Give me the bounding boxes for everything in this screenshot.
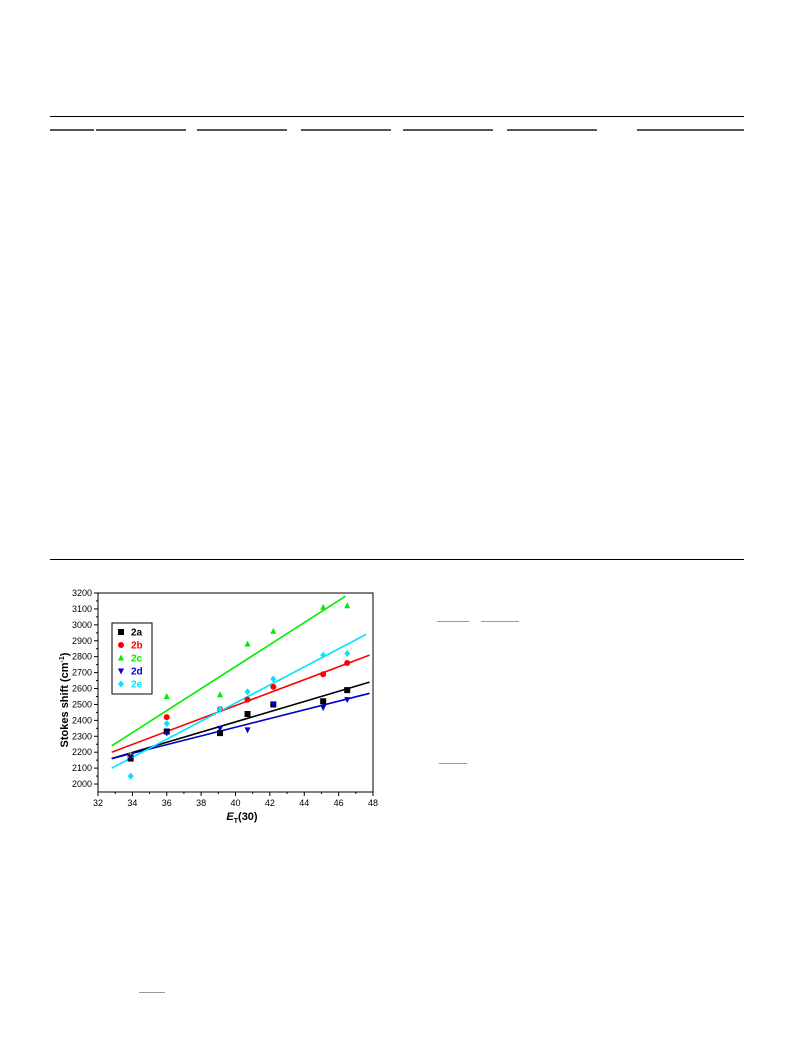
data-point-2a: [344, 687, 351, 694]
stokes-shift-figure: 32 34 36 38 40 42 44 46 48 2000 2100 2200 2300 2400 25…: [55, 585, 385, 830]
data-point-2e: [244, 688, 251, 696]
data-point-2d: [344, 697, 351, 704]
data-point-2e: [344, 649, 351, 657]
data-point-2e: [320, 651, 327, 659]
x-tick-label: 48: [368, 798, 378, 808]
y-tick-label: 3100: [72, 604, 92, 614]
fraction-bar: [439, 763, 467, 764]
x-tick-label: 44: [299, 798, 309, 808]
legend-marker-2c: [118, 654, 124, 661]
y-tick-label: 2500: [72, 699, 92, 709]
table-header-rule: [197, 129, 287, 131]
legend-label-2b: 2b: [131, 641, 143, 652]
data-point-2b: [270, 683, 277, 690]
table-header-rule: [637, 129, 744, 131]
table-bottom-rule: [50, 559, 744, 560]
table-header-rule: [403, 129, 493, 131]
data-point-2d: [163, 730, 170, 737]
y-tick-label: 2100: [72, 763, 92, 773]
table-header-rule: [96, 129, 186, 131]
data-point-2c: [344, 602, 351, 609]
table-header-rule: [301, 129, 391, 131]
x-tick-label: 40: [230, 798, 240, 808]
data-point-2b: [344, 660, 351, 667]
data-point-2c: [320, 603, 327, 610]
fraction-bar: [437, 621, 469, 622]
y-axis-title: Stokes shift (cm-1): [59, 652, 71, 747]
x-tick-label: 36: [162, 798, 172, 808]
data-point-2e: [217, 705, 224, 713]
legend-label-2a: 2a: [131, 628, 143, 639]
data-point-2b: [244, 696, 251, 703]
legend-marker-2d: [118, 668, 124, 675]
fraction-bar: [139, 992, 165, 993]
legend-label-2d: 2d: [131, 667, 143, 678]
data-point-2e: [127, 772, 134, 780]
y-tick-label: 2600: [72, 684, 92, 694]
table-header-rule: [507, 129, 597, 131]
fit-line-2c: [111, 595, 346, 747]
fit-line-2b: [111, 654, 370, 753]
y-tick-label: 2800: [72, 652, 92, 662]
x-tick-label: 32: [93, 798, 103, 808]
y-tick-label: 2700: [72, 668, 92, 678]
legend-label-2c: 2c: [131, 654, 143, 665]
x-tick-label: 42: [265, 798, 275, 808]
data-point-2a: [320, 698, 327, 705]
x-tick-label: 38: [196, 798, 206, 808]
fit-line-2d: [111, 692, 370, 760]
data-point-2e: [163, 720, 170, 728]
data-point-2c: [217, 691, 224, 698]
fraction-bar: [481, 621, 519, 622]
data-point-2d: [127, 754, 134, 761]
y-tick-label: 2000: [72, 779, 92, 789]
data-point-2d: [270, 701, 277, 708]
x-tick-label: 46: [334, 798, 344, 808]
y-tick-label: 2300: [72, 731, 92, 741]
y-tick-label: 2200: [72, 747, 92, 757]
y-tick-label: 2400: [72, 715, 92, 725]
x-tick-label: 34: [127, 798, 137, 808]
data-point-2c: [270, 627, 277, 634]
data-point-2d: [217, 725, 224, 732]
data-point-2c: [244, 640, 251, 647]
y-tick-label: 3200: [72, 588, 92, 598]
data-point-2b: [320, 671, 327, 678]
table-top-rule: [50, 116, 744, 117]
legend-marker-2e: [118, 680, 124, 688]
data-point-2b: [163, 714, 170, 721]
data-point-2d: [244, 727, 251, 734]
y-tick-label: 2900: [72, 636, 92, 646]
data-point-2c: [163, 692, 170, 699]
y-tick-label: 3000: [72, 620, 92, 630]
data-point-2a: [244, 710, 251, 717]
legend-label-2e: 2e: [131, 680, 143, 691]
stokes-shift-chart: 32 34 36 38 40 42 44 46 48 2000 2100 2200 2300 2400 25…: [59, 588, 378, 825]
data-point-2e: [270, 675, 277, 683]
data-point-2a: [217, 730, 224, 737]
data-point-2d: [320, 705, 327, 712]
legend-marker-2b: [118, 642, 124, 648]
legend-marker-2a: [118, 629, 124, 635]
table-header-rule: [50, 129, 94, 131]
x-axis-title: ET(30): [226, 811, 258, 825]
